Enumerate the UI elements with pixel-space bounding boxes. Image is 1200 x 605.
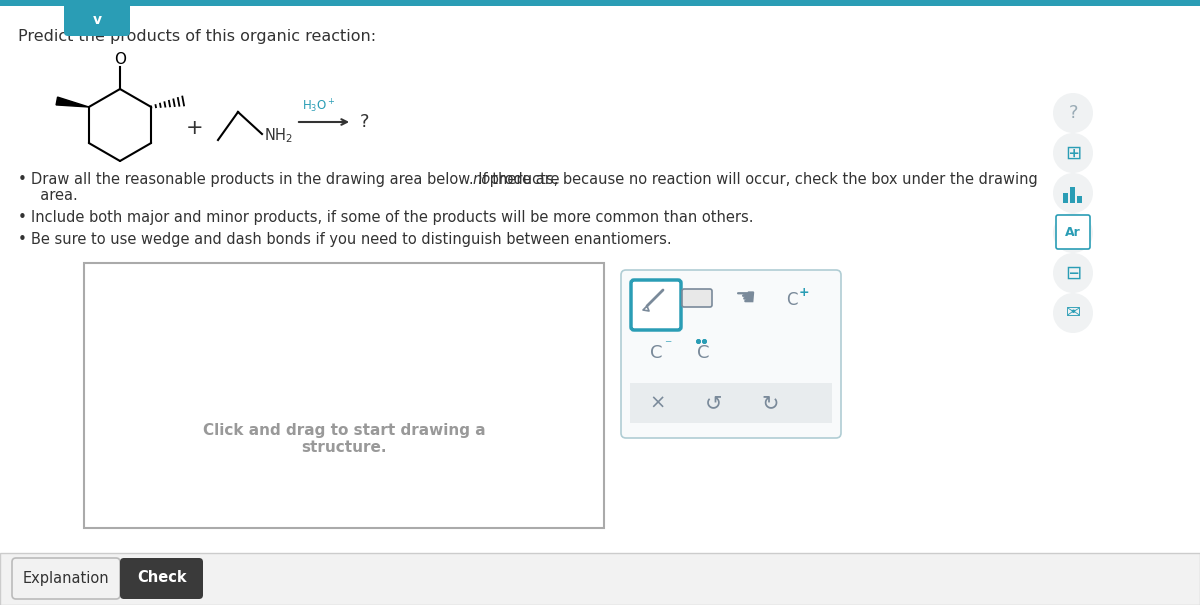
FancyBboxPatch shape (120, 558, 203, 599)
Text: C: C (697, 344, 709, 362)
FancyBboxPatch shape (64, 2, 130, 36)
Text: Include both major and minor products, if some of the products will be more comm: Include both major and minor products, i… (31, 210, 754, 225)
Text: ⁻: ⁻ (665, 338, 672, 352)
Text: ?: ? (360, 113, 370, 131)
Text: •: • (18, 232, 26, 247)
Text: Be sure to use wedge and dash bonds if you need to distinguish between enantiome: Be sure to use wedge and dash bonds if y… (31, 232, 672, 247)
Circle shape (1054, 213, 1093, 253)
Text: Explanation: Explanation (23, 571, 109, 586)
Text: +: + (186, 118, 204, 138)
Bar (0, 553, 1200, 605)
Text: v: v (92, 13, 102, 27)
FancyBboxPatch shape (631, 280, 682, 330)
Text: •: • (18, 210, 26, 225)
FancyBboxPatch shape (1056, 215, 1090, 249)
Text: structure.: structure. (301, 439, 386, 454)
Text: no: no (473, 172, 491, 187)
Text: ↺: ↺ (706, 393, 722, 413)
Circle shape (1054, 93, 1093, 133)
Circle shape (1054, 173, 1093, 213)
Text: ?: ? (1068, 104, 1078, 122)
Text: Check: Check (137, 571, 187, 586)
Text: C: C (786, 291, 798, 309)
Text: ×: × (650, 393, 666, 413)
Circle shape (1054, 253, 1093, 293)
Text: •: • (18, 172, 26, 187)
Text: ⊞: ⊞ (1064, 143, 1081, 163)
Text: +: + (799, 286, 809, 298)
Bar (630, 383, 832, 423)
Text: Click and drag to start drawing a: Click and drag to start drawing a (203, 422, 485, 437)
Bar (1078, 196, 1082, 203)
Bar (1063, 193, 1068, 203)
Text: NH$_2$: NH$_2$ (264, 126, 293, 145)
FancyBboxPatch shape (682, 289, 712, 307)
Text: Draw all the reasonable products in the drawing area below. If there are: Draw all the reasonable products in the … (31, 172, 564, 187)
Text: H$_3$O$^+$: H$_3$O$^+$ (302, 97, 336, 115)
Bar (84, 263, 604, 528)
Circle shape (1054, 293, 1093, 333)
Text: Predict the products of this organic reaction:: Predict the products of this organic rea… (18, 28, 376, 44)
Text: ↻: ↻ (761, 393, 779, 413)
Text: area.: area. (31, 188, 78, 203)
Text: C: C (649, 344, 662, 362)
Bar (1070, 187, 1075, 203)
Text: ⊟: ⊟ (1064, 264, 1081, 283)
Circle shape (1054, 133, 1093, 173)
Polygon shape (56, 97, 89, 107)
Text: O: O (114, 53, 126, 68)
Text: Ar: Ar (1066, 226, 1081, 240)
Text: ✉: ✉ (1066, 304, 1080, 322)
FancyBboxPatch shape (12, 558, 120, 599)
Bar (0, 0, 1200, 6)
Text: ☚: ☚ (734, 286, 756, 310)
FancyBboxPatch shape (622, 270, 841, 438)
Text: products, because no reaction will occur, check the box under the drawing: products, because no reaction will occur… (485, 172, 1038, 187)
